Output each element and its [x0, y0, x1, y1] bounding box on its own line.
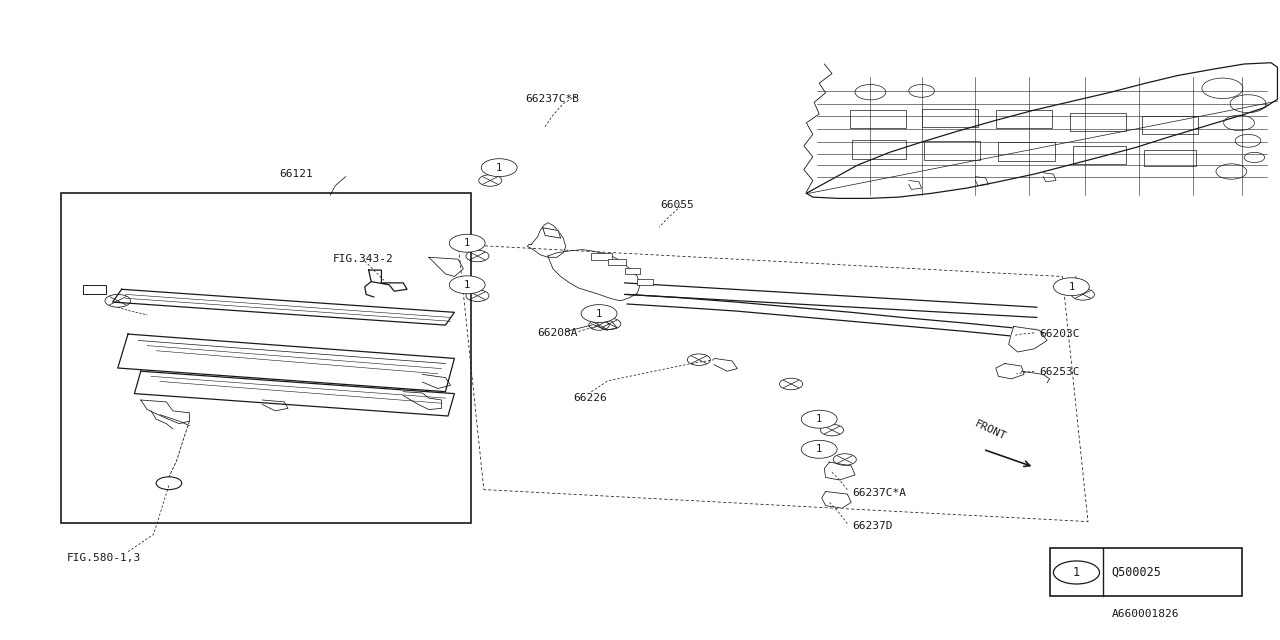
Bar: [922, 109, 978, 127]
Polygon shape: [118, 334, 454, 392]
Polygon shape: [1009, 326, 1047, 352]
Text: 1: 1: [465, 280, 470, 290]
Bar: [924, 141, 980, 160]
Polygon shape: [113, 289, 454, 325]
Bar: [591, 253, 612, 260]
Bar: [1070, 113, 1126, 131]
Circle shape: [801, 410, 837, 428]
Text: 66055: 66055: [660, 200, 694, 210]
Polygon shape: [806, 63, 1277, 198]
Bar: [637, 279, 653, 285]
Bar: [1073, 146, 1126, 164]
Bar: [83, 285, 106, 294]
Circle shape: [581, 305, 617, 323]
Bar: [1144, 150, 1196, 166]
Text: 1: 1: [1073, 566, 1080, 579]
Polygon shape: [543, 228, 561, 238]
Bar: [608, 259, 626, 265]
Text: FIG.580-1,3: FIG.580-1,3: [67, 553, 141, 563]
Text: 1: 1: [497, 163, 502, 173]
Text: 66121: 66121: [279, 169, 312, 179]
Polygon shape: [996, 364, 1024, 379]
Circle shape: [449, 276, 485, 294]
Bar: [852, 140, 906, 159]
Text: 1: 1: [817, 414, 822, 424]
Text: 1: 1: [596, 308, 602, 319]
Text: Q500025: Q500025: [1111, 566, 1161, 579]
Bar: [1142, 116, 1198, 134]
Text: A660001826: A660001826: [1112, 609, 1179, 620]
Text: 1: 1: [465, 238, 470, 248]
Text: FRONT: FRONT: [973, 419, 1007, 442]
Polygon shape: [591, 319, 617, 330]
Text: 66226: 66226: [573, 393, 607, 403]
Circle shape: [449, 234, 485, 252]
Text: FIG.343-2: FIG.343-2: [333, 254, 393, 264]
Circle shape: [1053, 561, 1100, 584]
Text: 1: 1: [1069, 282, 1074, 292]
Bar: [998, 142, 1055, 161]
Polygon shape: [824, 462, 855, 480]
Polygon shape: [822, 492, 851, 508]
Polygon shape: [134, 371, 454, 416]
Polygon shape: [714, 358, 737, 371]
Circle shape: [481, 159, 517, 177]
Bar: [850, 110, 906, 128]
Text: 1: 1: [817, 444, 822, 454]
Text: 66208A: 66208A: [538, 328, 579, 338]
Bar: [61, 193, 471, 523]
Text: 66253C: 66253C: [1039, 367, 1080, 378]
Bar: [625, 268, 640, 274]
Text: 66203C: 66203C: [1039, 329, 1080, 339]
Circle shape: [1053, 278, 1089, 296]
Text: 66237D: 66237D: [852, 521, 893, 531]
Text: 66237C*B: 66237C*B: [525, 94, 579, 104]
Text: 66237C*A: 66237C*A: [852, 488, 906, 498]
Bar: [996, 110, 1052, 128]
Bar: [1050, 548, 1242, 596]
Circle shape: [801, 440, 837, 458]
